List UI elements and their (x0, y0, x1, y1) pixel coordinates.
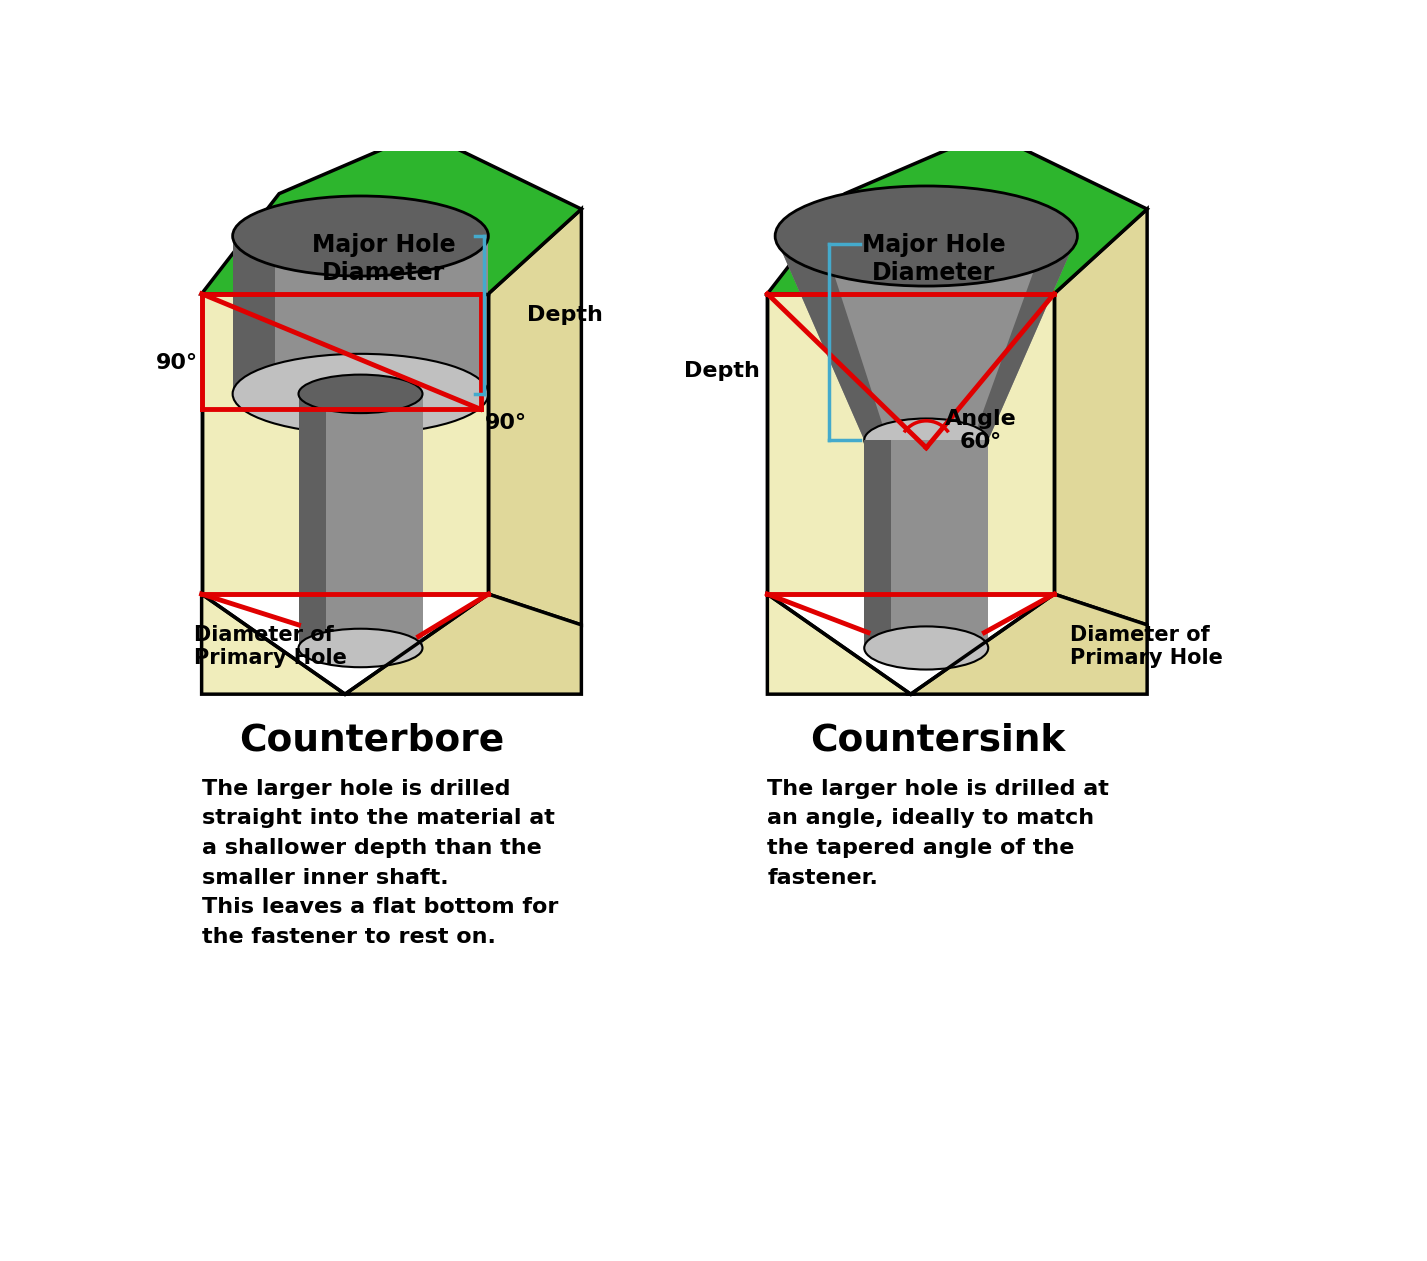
Polygon shape (768, 132, 1147, 294)
Polygon shape (345, 594, 581, 694)
Text: Diameter of
Primary Hole: Diameter of Primary Hole (1070, 625, 1223, 668)
Text: 90°: 90° (156, 353, 198, 373)
Polygon shape (201, 594, 345, 694)
Polygon shape (865, 440, 892, 648)
Polygon shape (768, 594, 910, 694)
Text: The larger hole is drilled
straight into the material at
a shallower depth than : The larger hole is drilled straight into… (201, 779, 558, 947)
Polygon shape (775, 236, 888, 440)
Ellipse shape (233, 354, 488, 434)
Text: Major Hole
Diameter: Major Hole Diameter (313, 233, 455, 285)
Ellipse shape (298, 629, 422, 667)
Text: The larger hole is drilled at
an angle, ideally to match
the tapered angle of th: The larger hole is drilled at an angle, … (768, 779, 1109, 888)
Text: Major Hole
Diameter: Major Hole Diameter (862, 233, 1006, 285)
Polygon shape (201, 132, 581, 294)
Ellipse shape (865, 419, 989, 462)
Text: Diameter of
Primary Hole: Diameter of Primary Hole (194, 625, 347, 668)
Text: Angle
60°: Angle 60° (945, 410, 1016, 453)
Ellipse shape (298, 375, 422, 414)
Polygon shape (233, 236, 488, 393)
Ellipse shape (865, 627, 989, 670)
Text: Counterbore: Counterbore (240, 723, 505, 758)
Polygon shape (775, 236, 1077, 440)
Text: Depth: Depth (527, 305, 604, 324)
Polygon shape (298, 393, 422, 648)
Ellipse shape (233, 195, 488, 276)
Polygon shape (201, 294, 488, 594)
Polygon shape (233, 236, 275, 393)
Text: Countersink: Countersink (811, 723, 1066, 758)
Polygon shape (910, 594, 1147, 694)
Polygon shape (298, 393, 325, 648)
Ellipse shape (775, 185, 1077, 286)
Text: 90°: 90° (485, 414, 527, 433)
Polygon shape (865, 440, 989, 648)
Polygon shape (973, 236, 1077, 440)
Polygon shape (768, 294, 1055, 594)
Polygon shape (1055, 209, 1147, 625)
Text: Depth: Depth (684, 361, 759, 381)
Polygon shape (488, 209, 581, 625)
